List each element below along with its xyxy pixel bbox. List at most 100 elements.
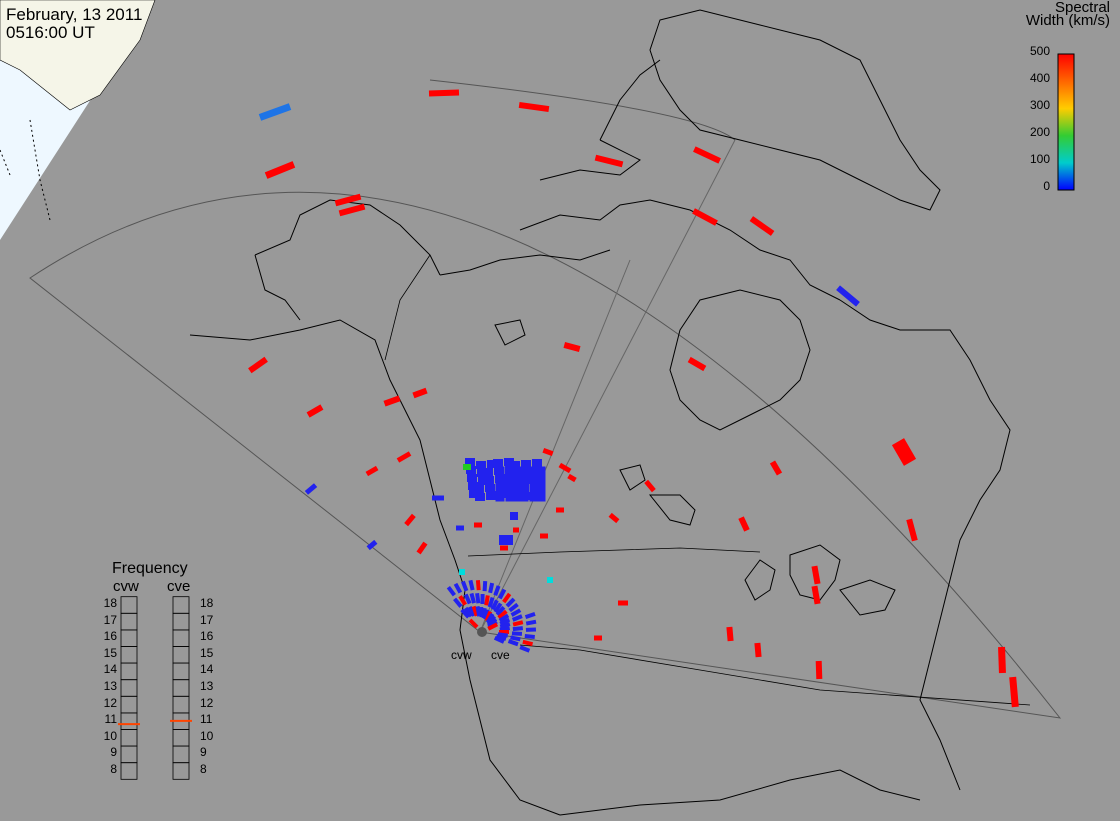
echo-cell	[510, 608, 522, 617]
echo-cell	[468, 579, 475, 591]
frequency-tick: 13	[103, 679, 117, 693]
echo-cell	[446, 586, 456, 597]
echo-cell	[529, 473, 539, 481]
echo-cell	[536, 487, 546, 495]
echo-cell	[474, 522, 482, 528]
echo-cell	[258, 103, 292, 121]
frequency-tick: 17	[103, 612, 117, 627]
echo-cell	[536, 494, 546, 502]
echo-cell	[504, 458, 514, 466]
frequency-box	[172, 612, 190, 631]
frequency-box	[172, 596, 190, 614]
colorbar-gradient	[1057, 53, 1075, 191]
echo-cell	[510, 635, 521, 642]
echo-cell	[519, 473, 529, 481]
echo-cell	[998, 646, 1006, 674]
echo-cell	[519, 466, 529, 474]
frequency-tick: 12	[103, 695, 117, 710]
frequency-tick: 10	[103, 728, 117, 743]
frequency-tick: 11	[200, 712, 213, 727]
echo-cell	[458, 595, 467, 606]
echo-cell	[532, 459, 542, 467]
frequency-tick: 14	[200, 662, 214, 677]
echo-cell	[475, 580, 481, 591]
echo-cell	[505, 597, 516, 608]
echo-cell	[512, 626, 524, 632]
frequency-tick: 8	[110, 762, 117, 776]
echo-cell	[499, 535, 513, 545]
echo-cell	[495, 634, 507, 641]
echo-cell	[524, 611, 536, 619]
echo-cell	[459, 569, 465, 575]
time-label: 0516:00 UT	[6, 23, 95, 42]
colorbar-tick: 100	[1029, 152, 1050, 166]
echo-cell	[467, 605, 476, 617]
echo-cell	[542, 447, 554, 457]
echo-cell	[510, 512, 518, 520]
echo-cell	[460, 608, 471, 619]
echo-cell	[456, 525, 464, 531]
echo-cell	[508, 602, 519, 613]
echo-cell	[511, 614, 523, 622]
frequency-box	[172, 646, 190, 664]
echo-cell	[484, 595, 490, 606]
echo-cell	[525, 627, 537, 632]
echo-cell	[469, 592, 477, 604]
echo-cell	[416, 541, 428, 555]
colorbar-tick: 200	[1029, 125, 1050, 139]
echo-cell	[468, 618, 479, 629]
echo-cell	[529, 480, 539, 488]
echo-cell	[524, 634, 535, 639]
echo-cell	[483, 468, 493, 476]
frequency-box	[120, 762, 138, 780]
echo-cell	[495, 494, 505, 502]
echo-cell	[493, 459, 503, 467]
terminator-land	[0, 0, 156, 111]
echo-cell	[505, 473, 515, 481]
frequency-tick: 15	[103, 645, 117, 660]
echo-cell	[468, 482, 478, 490]
echo-cell	[687, 356, 707, 372]
echo-cell	[511, 631, 523, 636]
echo-cell	[478, 477, 488, 485]
frequency-tick: 10	[200, 728, 214, 743]
frequency-box	[172, 679, 190, 697]
frequency-tick: 11	[104, 712, 117, 727]
colorbar-tick: 0	[1043, 179, 1050, 193]
boundaries	[384, 254, 1031, 706]
frequency-tick: 12	[200, 695, 214, 710]
echo-cell	[465, 458, 475, 466]
echo-cell	[811, 585, 821, 605]
echo-cell	[432, 495, 444, 501]
frequency-box	[120, 679, 138, 697]
echo-cell	[493, 635, 505, 644]
echo-cell	[502, 592, 512, 604]
colorbar-title-line2: Width (km/s)	[1025, 12, 1110, 29]
echo-cell	[693, 146, 721, 164]
echo-cell	[484, 476, 494, 484]
echo-cell	[525, 619, 537, 626]
echo-cell	[519, 645, 531, 653]
echo-cell	[499, 621, 511, 629]
echo-cell	[754, 642, 762, 658]
echo-cell	[475, 493, 485, 501]
frequency-box	[172, 695, 190, 714]
echo-cell	[463, 593, 472, 605]
echo-cell	[485, 484, 495, 492]
echo-cell	[366, 539, 378, 551]
echo-cell	[485, 612, 495, 624]
echo-cell	[499, 617, 511, 626]
echo-cell	[567, 473, 577, 483]
echo-cell	[477, 469, 487, 477]
echo-cell	[521, 460, 531, 468]
echo-cell	[749, 216, 775, 236]
frequency-tick: 18	[200, 596, 214, 610]
frequency-box	[172, 629, 190, 647]
fov-split-west	[479, 139, 736, 633]
echo-cell	[486, 492, 496, 500]
frequency-tick: 17	[200, 612, 214, 627]
echo-cell	[493, 602, 503, 614]
echo-cell	[510, 461, 520, 469]
echo-cell	[493, 585, 501, 596]
frequency-box	[172, 762, 190, 780]
